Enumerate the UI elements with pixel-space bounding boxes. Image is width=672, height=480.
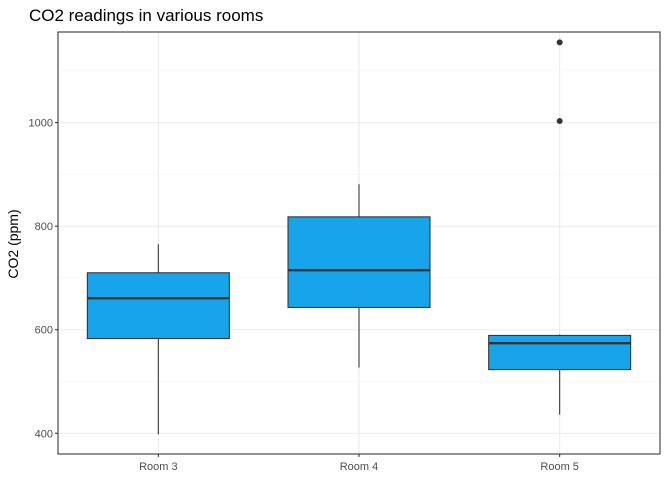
x-tick-label: Room 3	[139, 461, 178, 473]
plot-panel: 400 600 800 1000 Room 3 Room 4 Room 5	[29, 31, 661, 473]
y-axis-title: CO2 (ppm)	[5, 209, 21, 278]
outlier-point	[556, 118, 563, 125]
box-iqr	[488, 334, 632, 371]
x-tick-label: Room 5	[540, 461, 579, 473]
x-tick-label: Room 4	[340, 461, 379, 473]
y-tick-label: 800	[35, 221, 53, 233]
y-tick-label: 1000	[29, 118, 53, 130]
box-iqr	[287, 216, 431, 309]
chart-title: CO2 readings in various rooms	[29, 6, 263, 25]
box-iqr	[86, 272, 230, 340]
outlier-point	[556, 39, 563, 46]
y-tick-label: 600	[35, 325, 53, 337]
y-tick-label: 400	[35, 428, 53, 440]
